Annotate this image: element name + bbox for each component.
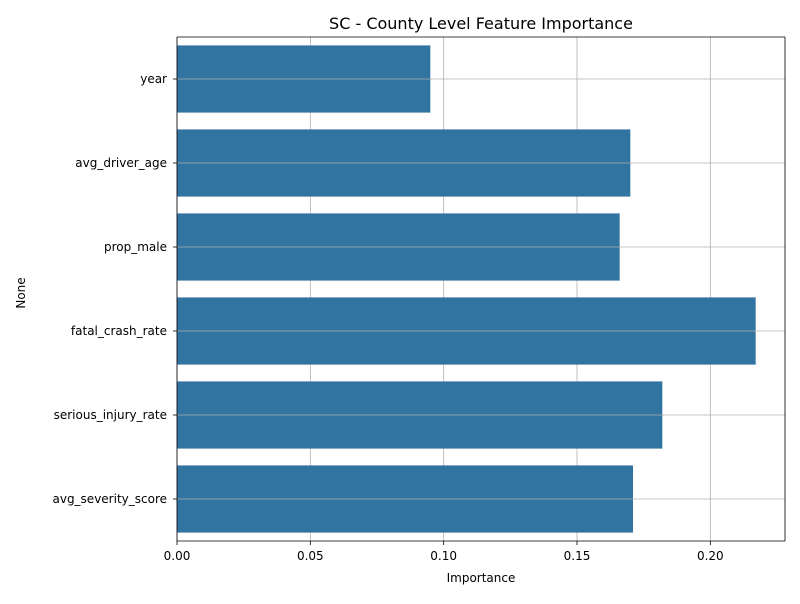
x-tick-label: 0.10: [430, 549, 457, 563]
x-axis-label: Importance: [447, 571, 516, 585]
x-axis-ticks: 0.00 0.05 0.10 0.15 0.20: [164, 541, 724, 563]
plot-area: [177, 37, 785, 541]
plot-background: [177, 37, 785, 541]
y-tick-label: serious_injury_rate: [54, 408, 167, 422]
x-tick-label: 0.00: [164, 549, 191, 563]
y-axis-label: None: [14, 277, 28, 308]
y-tick-label: fatal_crash_rate: [71, 324, 167, 338]
x-tick-label: 0.20: [697, 549, 724, 563]
y-tick-label: prop_male: [104, 240, 167, 254]
y-gridlines: [177, 78, 785, 500]
y-tick-label: year: [140, 72, 167, 86]
y-tick-label: avg_severity_score: [52, 492, 167, 506]
x-tick-label: 0.05: [297, 549, 324, 563]
x-tick-label: 0.15: [564, 549, 591, 563]
y-axis-ticks: year avg_driver_age prop_male fatal_crash_r…: [52, 72, 177, 506]
y-tick-label: avg_driver_age: [75, 156, 167, 170]
chart-title: SC - County Level Feature Importance: [329, 14, 633, 33]
axes-spines: [176, 36, 786, 542]
